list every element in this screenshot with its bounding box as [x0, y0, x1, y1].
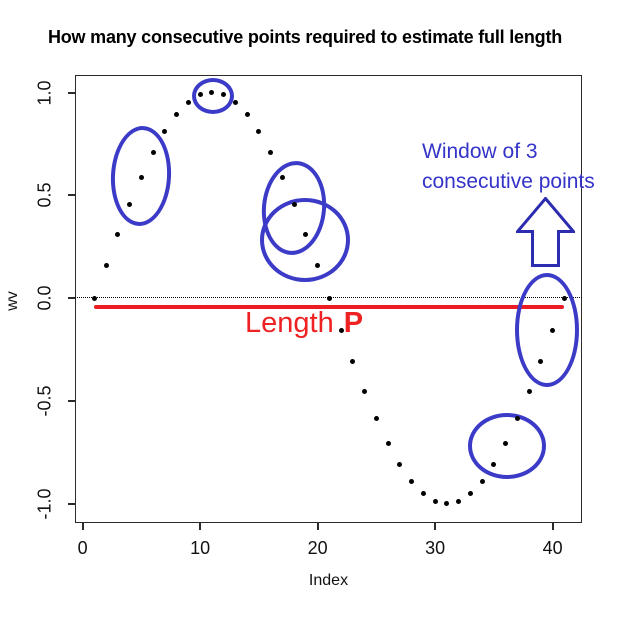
data-point: [561, 295, 567, 301]
data-point: [326, 295, 332, 301]
plot-area: [75, 75, 582, 523]
data-point: [432, 498, 438, 504]
data-point: [197, 92, 203, 98]
x-tick-mark: [316, 523, 319, 530]
window-annotation-line2: consecutive points: [422, 170, 595, 193]
x-tick-label: 0: [77, 538, 88, 558]
y-tick-mark: [68, 194, 75, 197]
data-point: [174, 112, 180, 118]
data-point: [362, 388, 368, 394]
data-point: [420, 490, 426, 496]
window-annotation: Window of 3 consecutive points: [422, 137, 595, 197]
y-tick-mark: [68, 297, 75, 299]
data-point: [550, 327, 556, 333]
data-point: [232, 100, 238, 106]
length-label-suffix: P: [343, 307, 364, 339]
x-tick-mark: [199, 523, 202, 530]
data-point: [185, 100, 191, 106]
x-tick-mark: [434, 523, 437, 530]
data-point: [514, 416, 520, 422]
x-tick-label: 10: [190, 538, 211, 558]
data-point: [315, 263, 321, 269]
y-tick-mark: [68, 399, 75, 402]
data-point: [291, 202, 297, 208]
y-tick-mark: [68, 502, 75, 505]
data-point: [526, 388, 532, 394]
length-line: [94, 304, 565, 310]
data-point: [444, 501, 450, 506]
data-point: [503, 440, 509, 446]
window-ellipse: [191, 77, 234, 114]
chart-title: How many consecutive points required to …: [47, 27, 563, 47]
y-tick-mark: [68, 91, 75, 94]
data-point: [350, 358, 356, 364]
y-tick-label: -0.5: [34, 385, 55, 417]
data-point: [150, 150, 156, 156]
x-tick-mark: [81, 523, 84, 530]
data-point: [91, 295, 97, 301]
x-tick-label: 30: [425, 538, 446, 558]
length-label-text: Length: [245, 307, 334, 339]
data-point: [162, 129, 168, 135]
x-tick-label: 40: [542, 538, 563, 558]
data-point: [409, 478, 415, 484]
window-annotation-line1: Window of 3: [422, 140, 538, 163]
data-point: [115, 232, 121, 237]
y-tick-label: 1.0: [34, 79, 55, 106]
length-label: Length P: [245, 306, 363, 340]
data-point: [244, 112, 250, 118]
data-point: [279, 174, 285, 180]
window-ellipse: [260, 198, 351, 283]
data-point: [268, 150, 274, 156]
window-ellipse: [467, 413, 546, 480]
data-point: [138, 174, 144, 180]
data-point: [209, 90, 215, 95]
y-tick-label: -1.0: [34, 487, 55, 520]
data-point: [385, 440, 391, 446]
data-point: [338, 327, 344, 333]
data-point: [467, 490, 473, 496]
data-point: [538, 358, 544, 364]
x-tick-mark: [551, 523, 554, 530]
y-tick-label: 0.5: [34, 182, 55, 208]
data-point: [221, 92, 227, 98]
data-point: [256, 129, 262, 135]
data-point: [373, 416, 379, 422]
y-tick-label: 0.0: [34, 285, 55, 311]
data-point: [479, 478, 485, 484]
data-point: [491, 461, 497, 467]
up-arrow-icon: [516, 197, 575, 267]
x-axis-label: Index: [308, 572, 349, 589]
data-point: [303, 232, 309, 237]
window-ellipse: [515, 273, 580, 388]
data-point: [397, 461, 403, 467]
y-axis-label: wv: [4, 291, 21, 311]
data-point: [127, 202, 133, 208]
data-point: [103, 263, 109, 269]
data-point: [456, 498, 462, 504]
x-tick-label: 20: [307, 538, 328, 558]
